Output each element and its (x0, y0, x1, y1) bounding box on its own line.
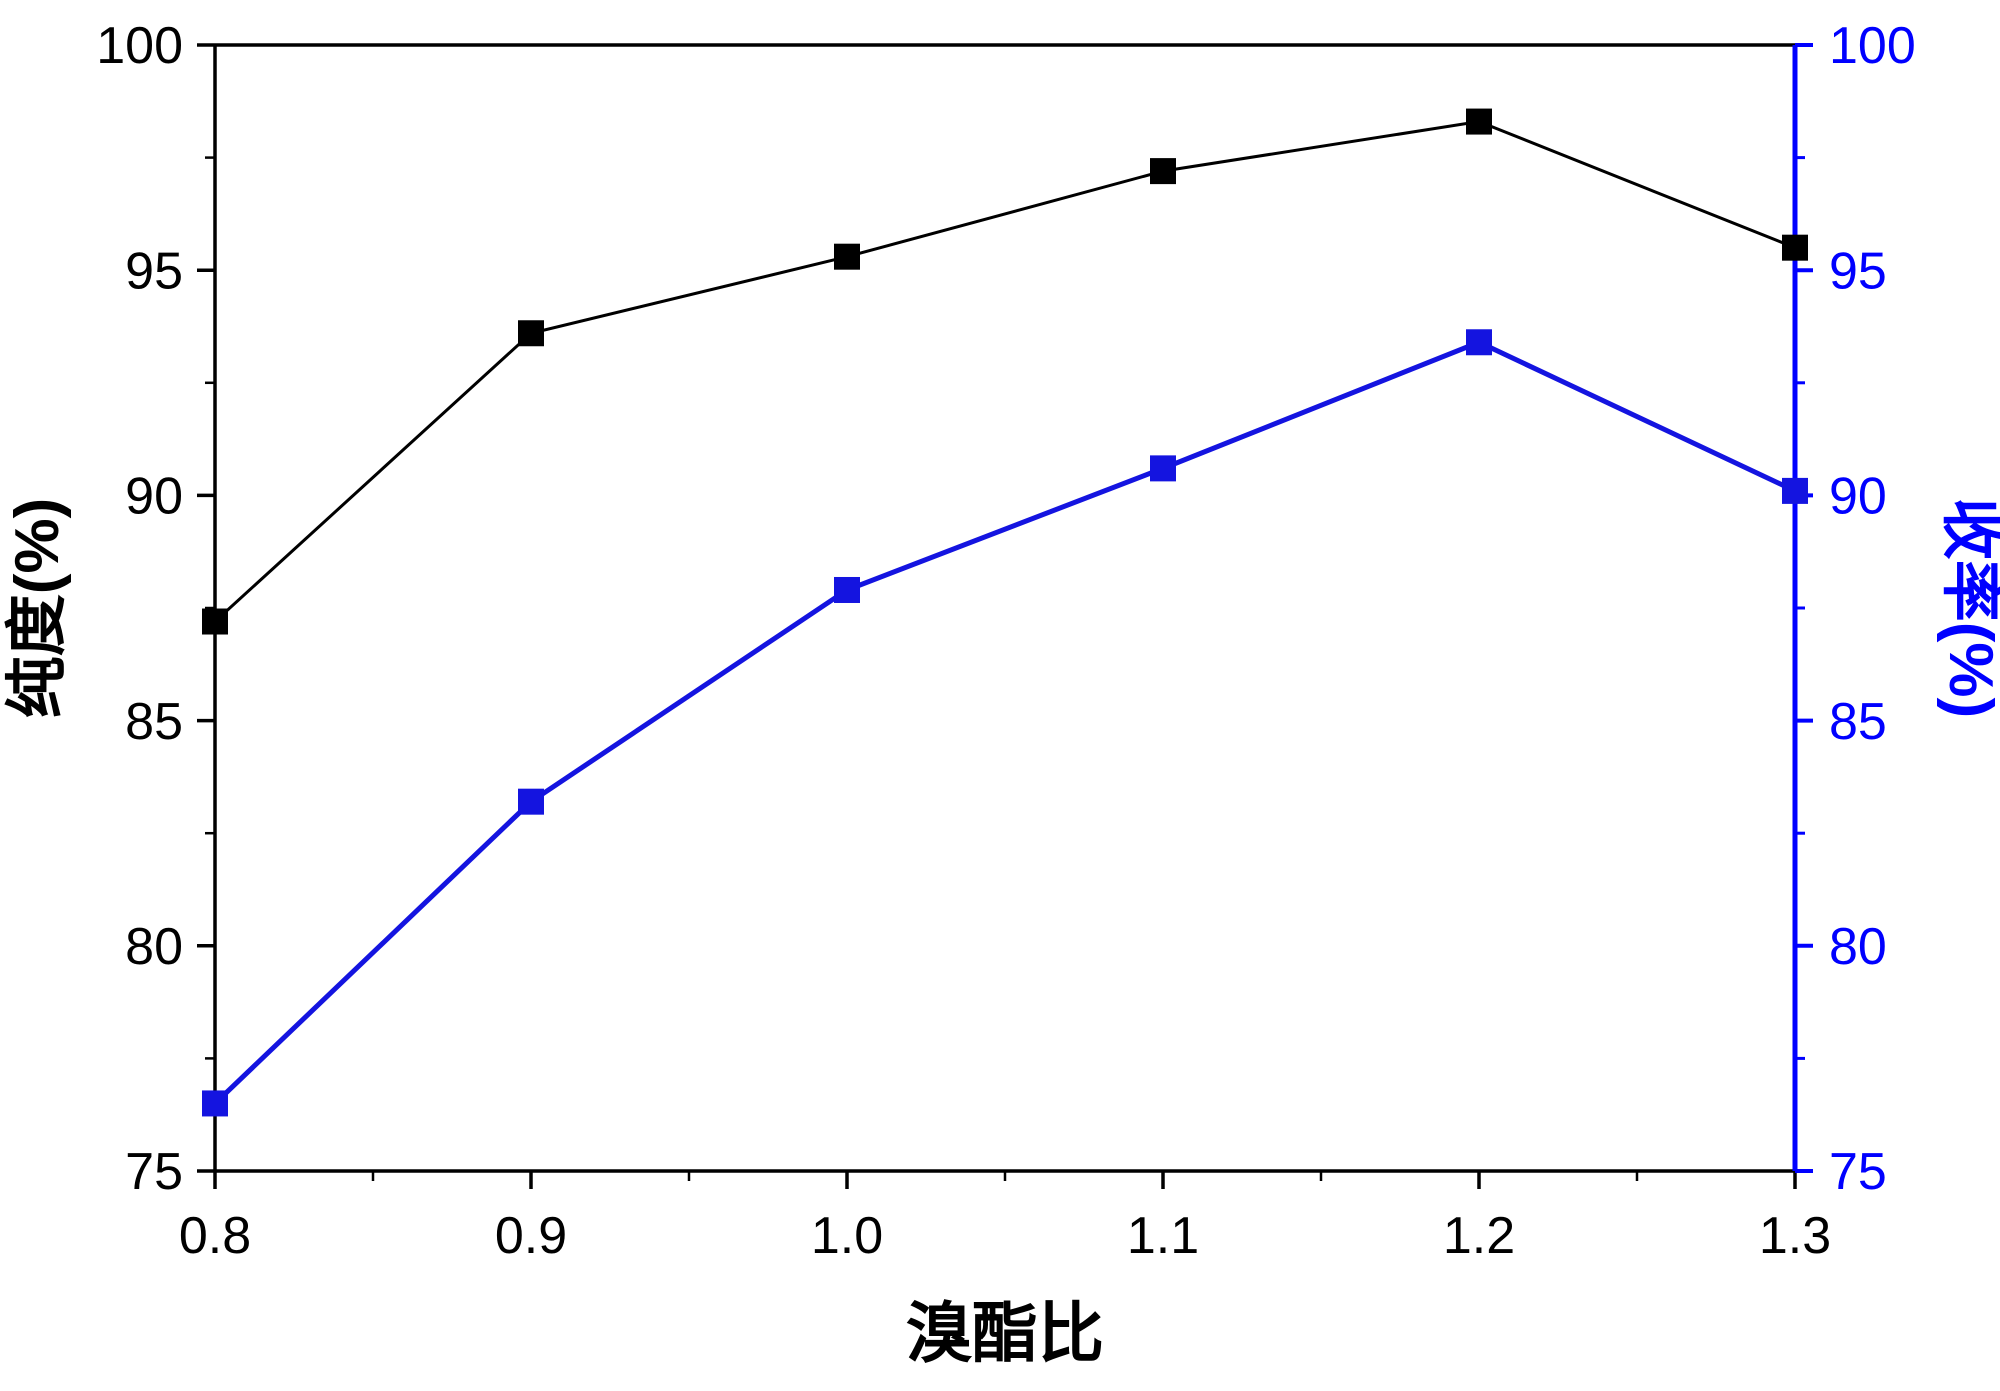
x-tick-label: 1.2 (1443, 1207, 1515, 1265)
yield-data-marker (834, 576, 860, 603)
right-tick-label: 80 (1829, 918, 1887, 976)
yield-data-marker (518, 788, 544, 815)
yield-series-line (213, 339, 1797, 1106)
x-tick-label: 0.8 (179, 1207, 251, 1265)
x-axis-title: 溴酯比 (906, 1296, 1104, 1370)
yield-data-marker (1782, 477, 1808, 504)
purity-series-line (213, 120, 1796, 623)
yield-data-marker (1150, 455, 1176, 482)
left-tick-label: 95 (125, 242, 183, 300)
yield-data-marker (202, 1090, 228, 1117)
right-axis-title: 收率(%) (1936, 498, 2000, 718)
left-tick-label: 75 (125, 1143, 183, 1201)
x-tick-label: 0.9 (495, 1207, 567, 1265)
right-tick-label: 90 (1829, 468, 1887, 526)
purity-data-marker (202, 608, 228, 635)
yield-data-marker (1466, 329, 1492, 356)
left-tick-label: 90 (125, 468, 183, 526)
left-tick-label: 80 (125, 918, 183, 976)
right-tick-label: 100 (1829, 17, 1916, 75)
purity-data-marker (1466, 108, 1492, 135)
right-tick-label: 95 (1829, 242, 1887, 300)
purity-data-marker (1150, 158, 1176, 185)
purity-data-marker (518, 320, 544, 347)
left-axis-title: 纯度(%) (3, 498, 72, 718)
left-tick-label: 85 (125, 693, 183, 751)
left-tick-label: 100 (96, 17, 183, 75)
right-tick-label: 85 (1829, 693, 1887, 751)
x-tick-label: 1.3 (1759, 1207, 1831, 1265)
purity-data-marker (834, 243, 860, 270)
purity-data-marker (1782, 234, 1808, 261)
x-tick-label: 1.0 (811, 1207, 883, 1265)
right-tick-label: 75 (1829, 1143, 1887, 1201)
x-tick-label: 1.1 (1127, 1207, 1199, 1265)
